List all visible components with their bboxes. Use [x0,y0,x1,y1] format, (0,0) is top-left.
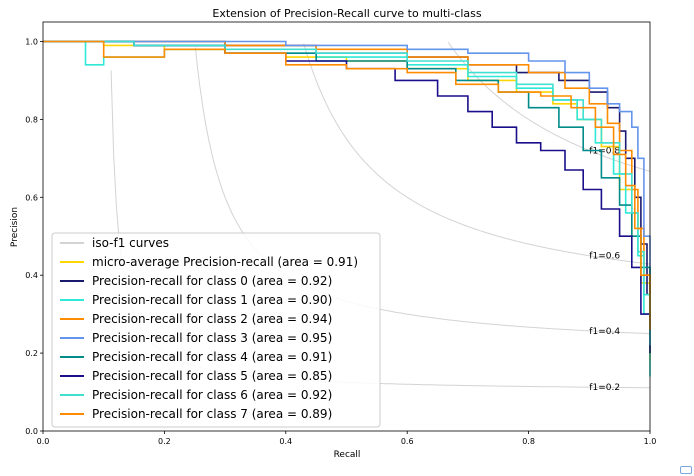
iso-f1-label: f1=0.2 [589,383,620,393]
x-tick-label: 0.2 [158,437,171,446]
chart-title: Extension of Precision-Recall curve to m… [212,7,481,20]
legend-label: Precision-recall for class 1 (area = 0.9… [92,293,332,307]
legend: iso-f1 curves micro-average Precision-rec… [51,232,381,428]
y-tick-label: 0.4 [25,271,38,280]
iso-f1-curve [447,42,651,172]
x-axis-label: Recall [334,450,361,460]
corner-widget-icon [680,466,692,474]
x-tick-label: 0.8 [522,437,535,446]
series-line-8 [43,40,651,330]
legend-label: Precision-recall for class 6 (area = 0.9… [92,388,332,402]
series-group [43,40,651,377]
x-axis-ticks: 0.0 0.2 0.4 0.6 0.8 1.0 [37,431,657,446]
iso-f1-label: f1=0.4 [589,327,620,337]
y-tick-label: 0.2 [25,349,38,358]
y-tick-label: 1.0 [25,37,38,46]
legend-label: Precision-recall for class 2 (area = 0.9… [92,312,332,326]
legend-label: Precision-recall for class 0 (area = 0.9… [92,274,332,288]
plot-border [42,21,651,432]
legend-label: Precision-recall for class 3 (area = 0.9… [92,331,332,345]
legend-label: Precision-recall for class 4 (area = 0.9… [92,350,332,364]
iso-f1-curve [303,43,651,265]
iso-f1-label: f1=0.8 [589,147,620,157]
x-tick-label: 1.0 [644,437,657,446]
series-line-7 [43,40,651,346]
legend-label: Precision-recall for class 5 (area = 0.8… [92,369,332,383]
x-tick-label: 0.0 [37,437,50,446]
iso-f1-label: f1=0.6 [589,252,620,262]
x-tick-label: 0.4 [279,437,292,446]
legend-label: Precision-recall for class 7 (area = 0.8… [92,407,332,421]
y-tick-label: 0.6 [25,193,38,202]
y-tick-label: 0.8 [25,115,38,124]
legend-box [51,232,381,428]
legend-label: iso-f1 curves [92,236,169,250]
x-tick-label: 0.6 [401,437,414,446]
y-axis-ticks: 0.0 0.2 0.4 0.6 0.8 1.0 [25,37,43,436]
series-line-3 [43,40,651,322]
y-tick-label: 0.0 [25,427,38,436]
legend-label: micro-average Precision-recall (area = 0… [92,255,358,269]
y-axis-label: Precision [10,207,20,247]
series-line-4 [43,40,651,346]
